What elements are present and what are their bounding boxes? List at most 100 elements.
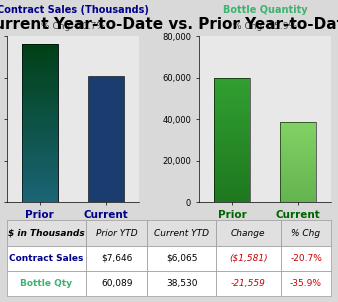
- Bar: [280, 194, 316, 196]
- Bar: [214, 168, 250, 171]
- Bar: [22, 139, 58, 143]
- Text: % Chg -20.7%: % Chg -20.7%: [41, 22, 105, 31]
- Bar: [280, 164, 316, 166]
- Bar: [22, 111, 58, 115]
- Bar: [280, 198, 316, 200]
- Bar: [280, 158, 316, 160]
- Bar: [214, 190, 250, 193]
- Bar: [22, 95, 58, 99]
- Bar: [22, 115, 58, 119]
- Bar: [214, 159, 250, 162]
- Bar: [280, 140, 316, 142]
- Bar: [280, 122, 316, 124]
- Bar: [214, 78, 250, 202]
- Bar: [280, 180, 316, 182]
- Bar: [280, 170, 316, 172]
- Bar: [22, 186, 58, 191]
- Bar: [22, 91, 58, 95]
- Bar: [214, 103, 250, 106]
- Bar: [280, 172, 316, 174]
- Bar: [22, 159, 58, 163]
- Bar: [280, 152, 316, 154]
- Bar: [280, 126, 316, 128]
- Bar: [214, 134, 250, 137]
- Bar: [22, 167, 58, 171]
- Bar: [22, 119, 58, 123]
- Bar: [280, 134, 316, 136]
- Bar: [214, 165, 250, 168]
- Bar: [214, 78, 250, 81]
- Bar: [214, 81, 250, 84]
- Bar: [22, 107, 58, 111]
- Bar: [280, 186, 316, 188]
- Bar: [214, 181, 250, 184]
- Bar: [280, 178, 316, 180]
- Bar: [22, 175, 58, 178]
- Bar: [214, 187, 250, 190]
- Bar: [214, 156, 250, 159]
- Bar: [280, 200, 316, 202]
- Bar: [22, 43, 58, 47]
- Bar: [214, 99, 250, 103]
- Bar: [280, 162, 316, 164]
- Bar: [280, 122, 316, 202]
- Bar: [22, 56, 58, 59]
- Bar: [280, 182, 316, 184]
- Bar: [22, 131, 58, 135]
- Bar: [280, 154, 316, 156]
- Bar: [22, 127, 58, 131]
- Bar: [22, 147, 58, 151]
- Bar: [280, 192, 316, 194]
- Bar: [214, 96, 250, 99]
- Bar: [214, 184, 250, 187]
- Bar: [214, 130, 250, 134]
- Bar: [22, 191, 58, 194]
- Bar: [22, 194, 58, 198]
- Bar: [280, 160, 316, 162]
- Bar: [214, 137, 250, 140]
- Bar: [22, 143, 58, 147]
- Bar: [214, 90, 250, 93]
- Bar: [22, 178, 58, 182]
- Bar: [88, 76, 124, 202]
- Bar: [280, 130, 316, 132]
- Bar: [22, 99, 58, 103]
- Bar: [22, 182, 58, 186]
- Bar: [214, 84, 250, 87]
- Bar: [214, 193, 250, 196]
- Bar: [214, 196, 250, 199]
- Bar: [22, 155, 58, 159]
- Bar: [280, 136, 316, 138]
- Bar: [280, 138, 316, 140]
- Bar: [280, 144, 316, 146]
- Bar: [22, 75, 58, 79]
- Bar: [214, 115, 250, 118]
- Bar: [22, 59, 58, 63]
- Bar: [214, 121, 250, 124]
- Bar: [214, 140, 250, 143]
- Bar: [214, 174, 250, 177]
- Bar: [214, 153, 250, 156]
- Bar: [280, 156, 316, 158]
- Bar: [214, 199, 250, 202]
- Bar: [280, 150, 316, 152]
- Bar: [22, 43, 58, 202]
- Bar: [280, 196, 316, 198]
- Bar: [214, 118, 250, 121]
- Bar: [280, 146, 316, 148]
- Bar: [280, 132, 316, 134]
- Bar: [280, 166, 316, 168]
- Bar: [22, 163, 58, 167]
- Bar: [214, 146, 250, 149]
- Bar: [22, 43, 58, 202]
- Bar: [280, 174, 316, 176]
- Text: Bottle Quantity: Bottle Quantity: [223, 5, 307, 14]
- Bar: [22, 171, 58, 175]
- Bar: [214, 177, 250, 181]
- Bar: [214, 162, 250, 165]
- Bar: [280, 142, 316, 144]
- Bar: [280, 188, 316, 190]
- Bar: [22, 87, 58, 91]
- Bar: [214, 93, 250, 96]
- Text: Current Year-to-Date vs. Prior Year-to-Date: Current Year-to-Date vs. Prior Year-to-D…: [0, 17, 338, 32]
